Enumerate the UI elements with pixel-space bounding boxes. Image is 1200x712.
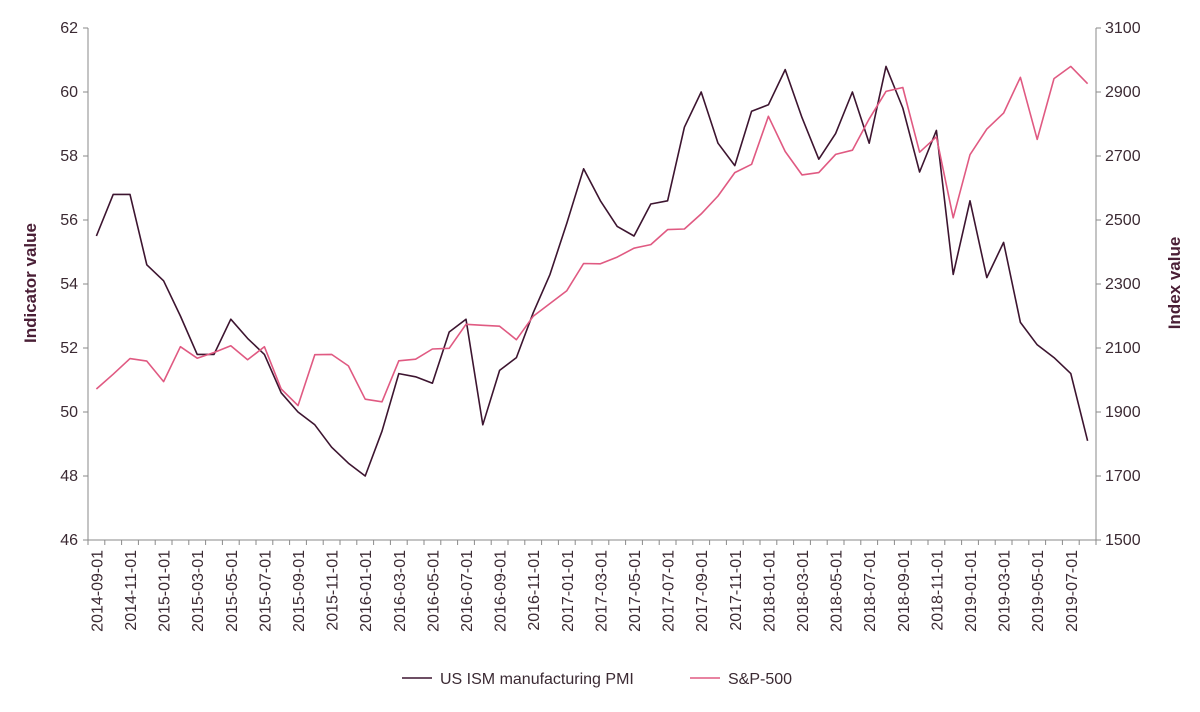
- x-tick-label: 2015-11-01: [325, 550, 342, 631]
- legend-sp500-label: S&P-500: [728, 671, 792, 688]
- right-tick-label: 1700: [1105, 468, 1141, 485]
- left-tick-label: 46: [60, 532, 78, 549]
- right-axis-title: Index value: [1165, 237, 1184, 330]
- x-tick-label: 2019-03-01: [997, 550, 1014, 632]
- x-tick-label: 2017-05-01: [627, 550, 644, 632]
- x-tick-label: 2018-03-01: [795, 550, 812, 632]
- x-tick-label: 2019-07-01: [1064, 550, 1081, 632]
- x-tick-label: 2018-05-01: [829, 550, 846, 632]
- left-tick-label: 56: [60, 212, 78, 229]
- x-tick-label: 2017-11-01: [728, 550, 745, 631]
- x-tick-label: 2018-07-01: [862, 550, 879, 632]
- right-tick-label: 2700: [1105, 148, 1141, 165]
- left-tick-label: 58: [60, 148, 78, 165]
- right-y-axis: 1500 1700 1900 2100 2300 2500 2700 2900 3100: [1095, 20, 1141, 549]
- x-axis: 2014-09-01 2014-11-01 2015-01-01 2015-03-01…: [87, 539, 1097, 632]
- x-tick-label: 2018-11-01: [929, 550, 946, 631]
- left-tick-label: 54: [60, 276, 78, 293]
- legend-pmi-label: US ISM manufacturing PMI: [440, 671, 634, 688]
- x-tick-label: 2018-01-01: [761, 550, 778, 632]
- right-tick-label: 3100: [1105, 20, 1141, 37]
- x-tick-label: 2015-01-01: [157, 550, 174, 632]
- x-tick-label: 2019-01-01: [963, 550, 980, 632]
- x-tick-label: 2017-03-01: [593, 550, 610, 632]
- right-tick-label: 2900: [1105, 84, 1141, 101]
- series-layer: [95, 65, 1089, 477]
- x-tick-label: 2015-03-01: [190, 550, 207, 632]
- x-tick-label: 2017-09-01: [694, 550, 711, 632]
- x-tick-label: 2018-09-01: [896, 550, 913, 632]
- right-tick-label: 2500: [1105, 212, 1141, 229]
- left-axis-title: Indicator value: [21, 223, 40, 343]
- left-y-axis: 46 48 50 52 54 56 58 60 62: [60, 20, 89, 549]
- x-tick-label: 2017-07-01: [661, 550, 678, 632]
- left-tick-label: 60: [60, 84, 78, 101]
- x-tick-label: 2016-05-01: [425, 550, 442, 632]
- x-tick-label: 2016-09-01: [493, 550, 510, 632]
- sp500-series-line: [95, 65, 1089, 407]
- x-tick-label: 2016-07-01: [459, 550, 476, 632]
- left-tick-label: 62: [60, 20, 78, 37]
- x-tick-label: 2014-09-01: [89, 550, 106, 632]
- right-tick-label: 1500: [1105, 532, 1141, 549]
- x-tick-label: 2016-03-01: [392, 550, 409, 632]
- left-tick-label: 48: [60, 468, 78, 485]
- right-tick-label: 1900: [1105, 404, 1141, 421]
- right-tick-label: 2300: [1105, 276, 1141, 293]
- legend: US ISM manufacturing PMI S&P-500: [402, 671, 792, 688]
- left-tick-label: 50: [60, 404, 78, 421]
- left-tick-label: 52: [60, 340, 78, 357]
- x-tick-label: 2015-05-01: [224, 550, 241, 632]
- x-tick-label: 2016-01-01: [358, 550, 375, 632]
- x-tick-label: 2015-09-01: [291, 550, 308, 632]
- x-tick-label: 2019-05-01: [1030, 550, 1047, 632]
- pmi-series-line: [95, 65, 1089, 477]
- x-tick-label: 2016-11-01: [526, 550, 543, 631]
- right-tick-label: 2100: [1105, 340, 1141, 357]
- x-tick-label: 2017-01-01: [560, 550, 577, 632]
- x-tick-label: 2015-07-01: [257, 550, 274, 632]
- x-tick-label: 2014-11-01: [123, 550, 140, 631]
